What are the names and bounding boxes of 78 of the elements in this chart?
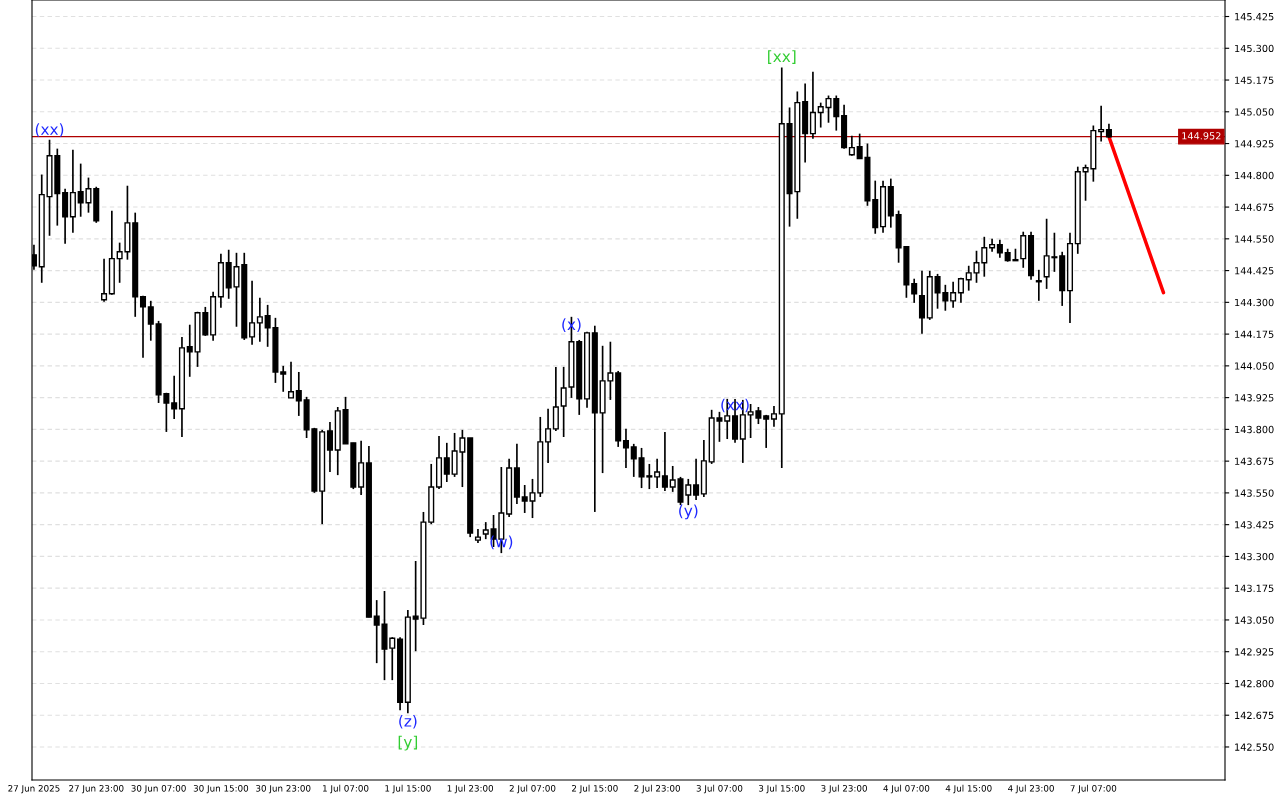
candlestick [256, 296, 263, 343]
candlestick [809, 70, 816, 140]
candlestick [280, 365, 287, 393]
x-tick-label: 2 Jul 07:00 [509, 784, 556, 794]
x-tick-label: 2 Jul 23:00 [634, 784, 680, 794]
candlestick [848, 134, 855, 157]
y-tick-label: 144.425 [1235, 267, 1274, 275]
x-tick-label: 3 Jul 15:00 [758, 784, 805, 794]
ref-line-label: 144.952 [1182, 132, 1221, 140]
y-tick-label: 144.550 [1235, 235, 1274, 243]
candlestick [1098, 104, 1105, 143]
y-tick-label: 144.050 [1235, 362, 1274, 370]
x-tick-label: 30 Jun 23:00 [256, 785, 311, 794]
x-tick-label: 3 Jul 23:00 [821, 784, 867, 794]
annotation: (y) [679, 504, 698, 520]
y-tick-label: 144.925 [1235, 140, 1274, 148]
x-tick-label: 27 Jun 23:00 [69, 785, 124, 794]
candlestick [661, 431, 668, 492]
candlestick [171, 374, 178, 420]
x-tick-label: 2 Jul 15:00 [572, 784, 618, 794]
x-tick-label: 1 Jul 23:00 [447, 784, 494, 794]
y-tick-label: 144.800 [1235, 171, 1274, 180]
y-tick-label: 143.550 [1235, 489, 1274, 497]
y-tick-label: 143.800 [1235, 425, 1274, 434]
y-tick-label: 142.675 [1235, 711, 1274, 720]
candlestick [1020, 230, 1027, 269]
candlestick [911, 277, 918, 304]
candlestick [654, 458, 661, 489]
annotation: (xx) [35, 123, 64, 137]
y-tick-label: 143.425 [1235, 521, 1274, 529]
y-tick-label: 145.050 [1235, 108, 1274, 116]
x-tick-label: 7 Jul 07:00 [1070, 784, 1117, 794]
y-tick-label: 142.925 [1235, 648, 1274, 656]
x-tick-label: 30 Jun 15:00 [193, 785, 249, 794]
y-tick-label: 142.550 [1235, 743, 1274, 751]
y-tick-label: 143.050 [1235, 616, 1274, 624]
y-tick-label: 143.300 [1235, 552, 1274, 561]
candlestick [186, 323, 193, 378]
candlestick [957, 276, 964, 304]
candlestick [101, 257, 108, 303]
x-tick-label: 4 Jul 07:00 [883, 784, 930, 794]
x-tick-label: 4 Jul 23:00 [1008, 784, 1054, 794]
candlestick [1035, 268, 1042, 302]
candlestick [763, 414, 770, 449]
candlestick [147, 299, 154, 342]
candlestick [552, 366, 559, 432]
candlestick [950, 280, 957, 309]
y-tick-label: 143.675 [1235, 457, 1274, 465]
annotation: [y] [398, 735, 418, 751]
annotation: [xx] [768, 50, 796, 64]
annotation: (z) [399, 714, 417, 729]
candlestick [918, 270, 926, 335]
candlestick [630, 443, 637, 478]
y-tick-label: 145.425 [1235, 12, 1274, 21]
candlestick [622, 428, 630, 469]
y-tick-label: 144.300 [1235, 298, 1274, 307]
candlestick [295, 371, 302, 417]
y-tick-label: 144.675 [1235, 203, 1274, 211]
y-tick-label: 145.175 [1235, 76, 1274, 84]
candlestick [693, 458, 700, 501]
x-tick-label: 3 Jul 07:00 [696, 784, 743, 794]
y-tick-label: 145.300 [1235, 44, 1274, 53]
candlestick [249, 279, 256, 346]
y-tick-label: 142.800 [1235, 679, 1274, 688]
candlestick [443, 442, 450, 483]
x-tick-label: 30 Jun 07:00 [131, 785, 186, 794]
candlestick [326, 421, 333, 473]
y-tick-label: 144.175 [1235, 330, 1274, 338]
candlestick [770, 405, 778, 428]
candlestick [139, 294, 147, 359]
x-tick-label: 1 Jul 07:00 [323, 784, 369, 794]
y-tick-label: 143.175 [1235, 584, 1274, 593]
y-tick-label: 143.925 [1235, 394, 1274, 402]
candlestick [287, 360, 295, 399]
candlestick [545, 407, 552, 464]
x-tick-label: 4 Jul 15:00 [945, 784, 992, 794]
x-tick-label: 27 Jun 2025 [8, 785, 60, 794]
x-tick-label: 1 Jul 15:00 [385, 784, 431, 794]
